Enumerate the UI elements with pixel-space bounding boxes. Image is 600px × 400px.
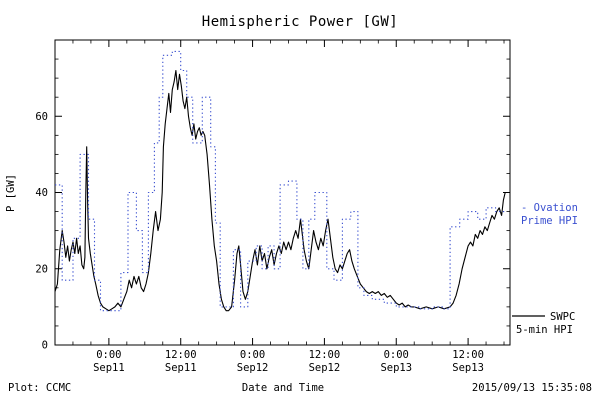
footer-timestamp: 2015/09/13 15:35:08 (472, 382, 592, 394)
x-tick-date-label: Sep11 (93, 362, 125, 374)
x-tick-date-label: Sep13 (380, 362, 412, 374)
x-axis-label: Date and Time (242, 382, 324, 394)
y-tick-label: 40 (35, 187, 48, 199)
y-axis-label: P [GW] (5, 174, 17, 212)
x-tick-time-label: 12:00 (165, 349, 197, 361)
x-tick-time-label: 12:00 (452, 349, 484, 361)
legend-swpc-line1: SWPC (550, 311, 575, 323)
x-tick-date-label: Sep13 (452, 362, 484, 374)
y-tick-label: 20 (35, 263, 48, 275)
legend-ovation-line2: Prime HPI (521, 215, 578, 227)
x-tick-date-label: Sep11 (165, 362, 197, 374)
x-tick-time-label: 12:00 (309, 349, 341, 361)
legend-swpc-line2: 5-min HPI (516, 324, 573, 336)
x-tick-time-label: 0:00 (240, 349, 265, 361)
chart-title: Hemispheric Power [GW] (202, 14, 398, 30)
ovation-prime-series-line (55, 50, 506, 312)
x-tick-time-label: 0:00 (96, 349, 121, 361)
y-tick-label: 60 (35, 111, 48, 123)
legend-ovation-line1: - Ovation (521, 202, 578, 214)
chart-generated-layer: 02040600:00Sep1112:00Sep110:00Sep1212:00… (35, 39, 510, 374)
swpc-5min-series-line (54, 69, 506, 312)
y-tick-label: 0 (42, 340, 48, 352)
x-tick-time-label: 0:00 (384, 349, 409, 361)
footer-plot-source: Plot: CCMC (8, 382, 71, 394)
x-tick-date-label: Sep12 (237, 362, 269, 374)
x-tick-date-label: Sep12 (309, 362, 341, 374)
